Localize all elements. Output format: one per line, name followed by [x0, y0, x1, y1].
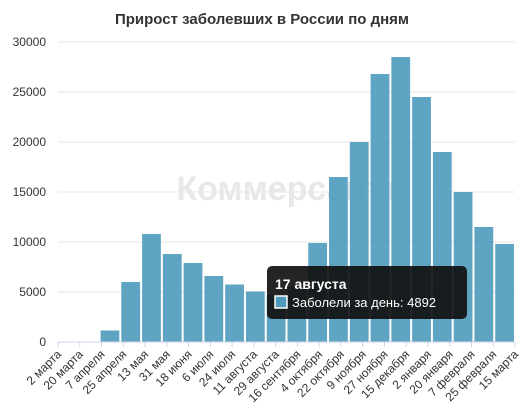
y-tick-label: 15000 [13, 185, 47, 199]
bar[interactable] [121, 282, 141, 342]
bar[interactable] [204, 276, 224, 342]
y-axis: 0 5000 10000 15000 20000 25000 30000 [13, 35, 47, 349]
tooltip-box [267, 266, 467, 319]
bar[interactable] [245, 291, 265, 343]
bar[interactable] [495, 244, 514, 342]
bar[interactable] [162, 254, 182, 342]
bar[interactable] [183, 263, 203, 342]
y-tick-label: 10000 [13, 235, 47, 249]
tooltip-title: 17 августа [275, 276, 347, 292]
y-tick-label: 25000 [13, 85, 47, 99]
bar[interactable] [100, 330, 120, 343]
tooltip-series-marker [274, 295, 288, 309]
watermark: Коммерсантъ [176, 170, 407, 208]
y-tick-label: 5000 [19, 285, 46, 299]
tooltip: 17 августа Заболели за день: 4892 [267, 266, 467, 319]
tooltip-series-label: Заболели за день: 4892 [292, 295, 436, 310]
bar[interactable] [142, 234, 161, 342]
bar[interactable] [225, 284, 244, 343]
y-tick-label: 30000 [13, 35, 47, 49]
y-tick-label: 20000 [13, 135, 47, 149]
y-tick-label: 0 [39, 335, 46, 349]
chart-title: Прирост заболевших в России по дням [115, 11, 409, 28]
bar[interactable] [474, 227, 494, 342]
